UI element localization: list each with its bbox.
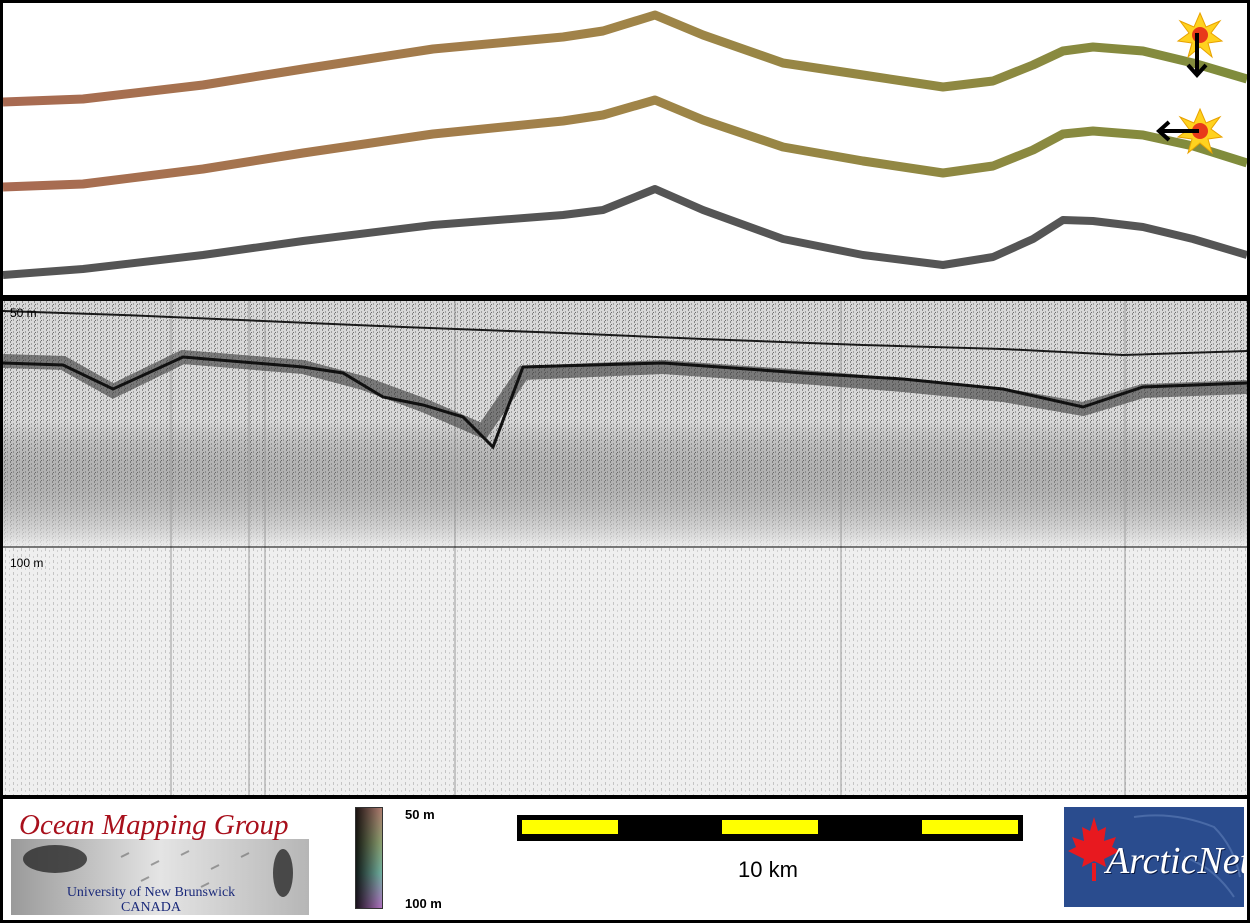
sun-icon xyxy=(1176,11,1224,59)
track-swath-middle xyxy=(2,95,1249,192)
track-swath-bottom xyxy=(2,185,1249,279)
depth-label-100m: 100 m xyxy=(10,556,44,570)
track-swath-top xyxy=(2,10,1249,107)
depth-label-50m: 50 m xyxy=(10,306,37,320)
org-university: University of New Brunswick xyxy=(66,885,236,900)
org-country: CANADA xyxy=(121,900,181,915)
scale-bar-segment xyxy=(922,820,1018,834)
scale-bar-segment xyxy=(722,820,818,834)
scale-label: 10 km xyxy=(738,857,798,882)
depth-colorbar xyxy=(355,807,383,909)
track-panel xyxy=(2,3,1249,295)
partner-logo-text: ArcticNet xyxy=(1106,840,1244,882)
ocean-mapping-group-logo: Ocean Mapping Group University of New Br… xyxy=(11,807,311,917)
colorbar-gradient xyxy=(356,808,382,908)
colorbar-top-label: 50 m xyxy=(405,807,435,822)
org-title: Ocean Mapping Group xyxy=(19,809,289,841)
scale-bar xyxy=(517,815,1023,841)
arrow-left-icon xyxy=(1156,120,1199,142)
legend-panel: Ocean Mapping Group University of New Br… xyxy=(3,799,1247,920)
colorbar-bottom-label: 100 m xyxy=(405,896,442,911)
seabed-relief-icon xyxy=(11,839,309,915)
track-swaths xyxy=(2,10,1249,279)
arcticnet-logo: ArcticNet xyxy=(1064,807,1244,907)
scale-bar-segment xyxy=(522,820,618,834)
echogram-panel: 50 m 100 m xyxy=(3,301,1247,795)
echogram-image xyxy=(3,301,1247,795)
sun-icon xyxy=(1176,107,1224,155)
arrow-down-icon xyxy=(1186,33,1208,78)
maple-leaf-icon xyxy=(1068,814,1241,898)
